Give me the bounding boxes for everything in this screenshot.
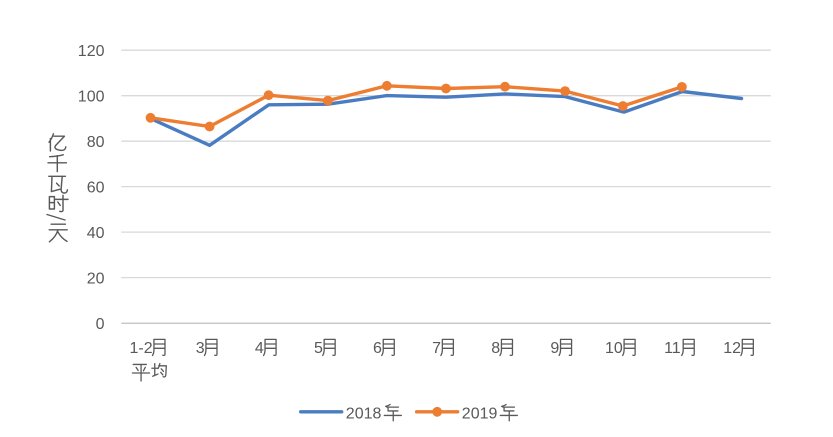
svg-text:80: 80 — [87, 134, 105, 151]
svg-text:5: 5 — [314, 340, 323, 357]
svg-text:60: 60 — [87, 179, 105, 196]
svg-text:2018: 2018 — [346, 406, 382, 423]
svg-text:3: 3 — [196, 340, 205, 357]
svg-text:120: 120 — [78, 43, 105, 60]
svg-text:4: 4 — [255, 340, 264, 357]
svg-text:40: 40 — [87, 225, 105, 242]
svg-text:0: 0 — [96, 316, 105, 333]
svg-text:12: 12 — [723, 340, 741, 357]
svg-text:7: 7 — [432, 340, 441, 357]
svg-text:1-2: 1-2 — [130, 340, 153, 357]
svg-text:6: 6 — [373, 340, 382, 357]
svg-text:10: 10 — [605, 340, 623, 357]
svg-text:2019: 2019 — [462, 406, 498, 423]
svg-text:100: 100 — [78, 88, 105, 105]
svg-text:20: 20 — [87, 270, 105, 287]
svg-text:8: 8 — [491, 340, 500, 357]
svg-text:11: 11 — [664, 340, 681, 357]
svg-text:9: 9 — [550, 340, 559, 357]
